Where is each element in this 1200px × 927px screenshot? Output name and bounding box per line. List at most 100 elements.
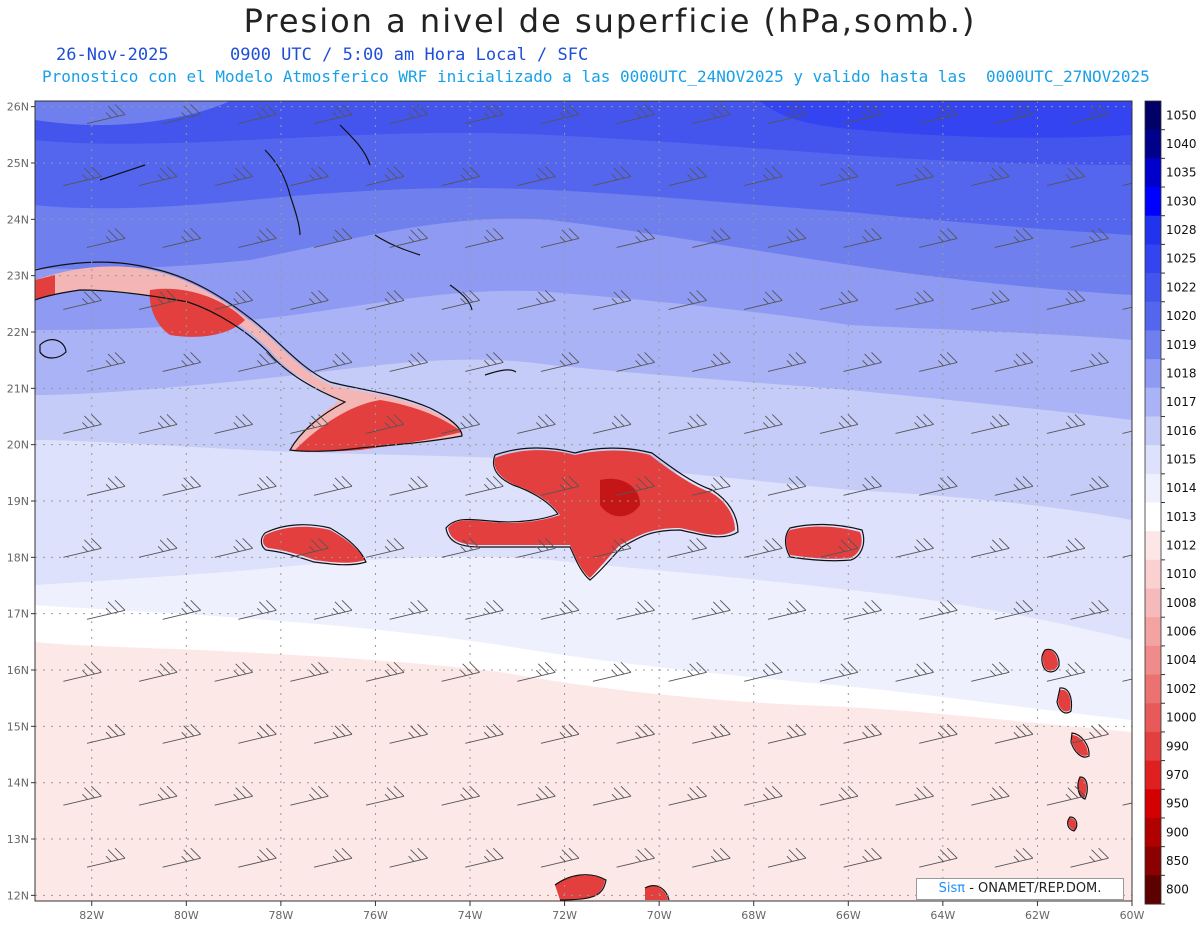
wind-barb xyxy=(162,847,201,868)
wind-barb xyxy=(744,290,783,310)
wind-barb xyxy=(843,723,882,744)
wind-barb xyxy=(238,228,277,248)
colorbar-label: 1019 xyxy=(1166,338,1197,352)
wind-barb xyxy=(86,599,126,620)
wind-barb xyxy=(843,228,882,248)
lon-tick-label: 82W xyxy=(79,909,104,922)
wind-barb xyxy=(540,476,580,496)
wind-barb xyxy=(441,661,480,682)
wind-barb xyxy=(744,785,783,806)
wind-barb xyxy=(86,352,126,372)
land-low-pressure xyxy=(35,266,1088,900)
wind-barb xyxy=(465,847,504,868)
wind-barb xyxy=(919,104,958,124)
coastlines xyxy=(35,124,1090,901)
lon-tick-label: 78W xyxy=(268,909,293,922)
colorbar-swatch xyxy=(1145,846,1161,876)
wind-barb xyxy=(86,847,126,868)
colorbar-swatch xyxy=(1145,531,1161,561)
credit-text: - ONAMET/REP.DOM. xyxy=(965,881,1102,896)
colorbar-swatch xyxy=(1145,731,1161,762)
wind-barb xyxy=(63,661,102,682)
wind-barb xyxy=(994,352,1034,372)
wind-barb xyxy=(238,352,277,372)
wind-barb xyxy=(1070,476,1109,496)
lat-tick-label: 17N xyxy=(7,608,29,621)
wind-barb xyxy=(540,847,580,868)
wind-barb xyxy=(819,166,859,186)
wind-barb xyxy=(465,352,504,372)
wind-barb xyxy=(668,661,707,682)
wind-barb xyxy=(238,723,277,744)
wind-barb xyxy=(465,476,504,496)
wind-barb xyxy=(465,723,504,744)
model-run-info: Pronostico con el Modelo Atmosferico WRF… xyxy=(42,67,1150,86)
wind-barb xyxy=(138,661,178,682)
wind-barb xyxy=(592,538,632,558)
wind-barb xyxy=(592,414,632,434)
credit-box: Sisπ - ONAMET/REP.DOM. xyxy=(916,878,1124,900)
wind-barb xyxy=(162,104,201,124)
wind-barb xyxy=(389,847,428,868)
colorbar-label: 1016 xyxy=(1166,424,1197,438)
wind-barb xyxy=(365,785,405,806)
wind-barb xyxy=(517,538,556,558)
colorbar-label: 1035 xyxy=(1166,166,1197,180)
wind-barb xyxy=(365,538,405,558)
wind-barb xyxy=(86,104,126,124)
colorbar-swatch xyxy=(1145,502,1161,532)
wind-barb xyxy=(290,414,329,434)
wind-barb xyxy=(919,599,958,620)
wind-barb xyxy=(1046,414,1086,434)
wind-barb xyxy=(517,290,556,310)
colorbar-label: 1017 xyxy=(1166,395,1197,409)
wind-barb xyxy=(971,414,1010,434)
wind-barb xyxy=(971,290,1010,310)
colorbar-swatch xyxy=(1145,158,1161,188)
colorbar-swatch xyxy=(1145,273,1161,303)
colorbar-swatch xyxy=(1145,617,1161,647)
wind-barb xyxy=(540,723,580,744)
wind-barb xyxy=(767,847,807,868)
colorbar-swatch xyxy=(1145,359,1161,389)
lon-tick-label: 74W xyxy=(458,909,483,922)
wind-barb xyxy=(919,723,958,744)
colorbar-label: 1015 xyxy=(1166,452,1197,466)
wind-barb xyxy=(1046,166,1086,186)
wind-barb xyxy=(138,785,178,806)
wind-barb xyxy=(692,228,731,248)
lon-tick-label: 68W xyxy=(741,909,766,922)
wind-barb xyxy=(389,599,428,620)
colorbar-label: 800 xyxy=(1166,883,1189,897)
forecast-time: 26-Nov-2025 0900 UTC / 5:00 am Hora Loca… xyxy=(56,45,589,65)
lat-tick-label: 22N xyxy=(7,326,29,339)
wind-barb xyxy=(290,290,329,310)
wind-barb xyxy=(692,723,731,744)
wind-barb xyxy=(365,661,405,682)
colorbar-swatch xyxy=(1145,875,1161,905)
wind-barb xyxy=(540,599,580,620)
colorbar-swatch xyxy=(1145,645,1161,676)
colorbar-label: 1012 xyxy=(1166,539,1197,553)
colorbar-label: 950 xyxy=(1166,797,1189,811)
wind-barb xyxy=(63,785,102,806)
wind-barb xyxy=(389,352,428,372)
wind-barb xyxy=(744,538,783,558)
wind-barb xyxy=(692,847,731,868)
wind-barb xyxy=(290,538,329,558)
lat-tick-label: 14N xyxy=(7,777,29,790)
wind-barb xyxy=(616,104,655,124)
wind-barb xyxy=(138,414,178,434)
wind-barb xyxy=(214,661,253,682)
wind-barb xyxy=(540,352,580,372)
colorbar-label: 1008 xyxy=(1166,596,1197,610)
colorbar-swatch xyxy=(1145,674,1161,704)
wind-barb xyxy=(1070,228,1109,248)
wind-barb xyxy=(313,228,353,248)
wind-barb xyxy=(767,476,807,496)
wind-barb xyxy=(540,228,580,248)
colorbar-swatch xyxy=(1145,301,1161,331)
wind-barb xyxy=(238,847,277,868)
wind-barb xyxy=(313,104,353,124)
